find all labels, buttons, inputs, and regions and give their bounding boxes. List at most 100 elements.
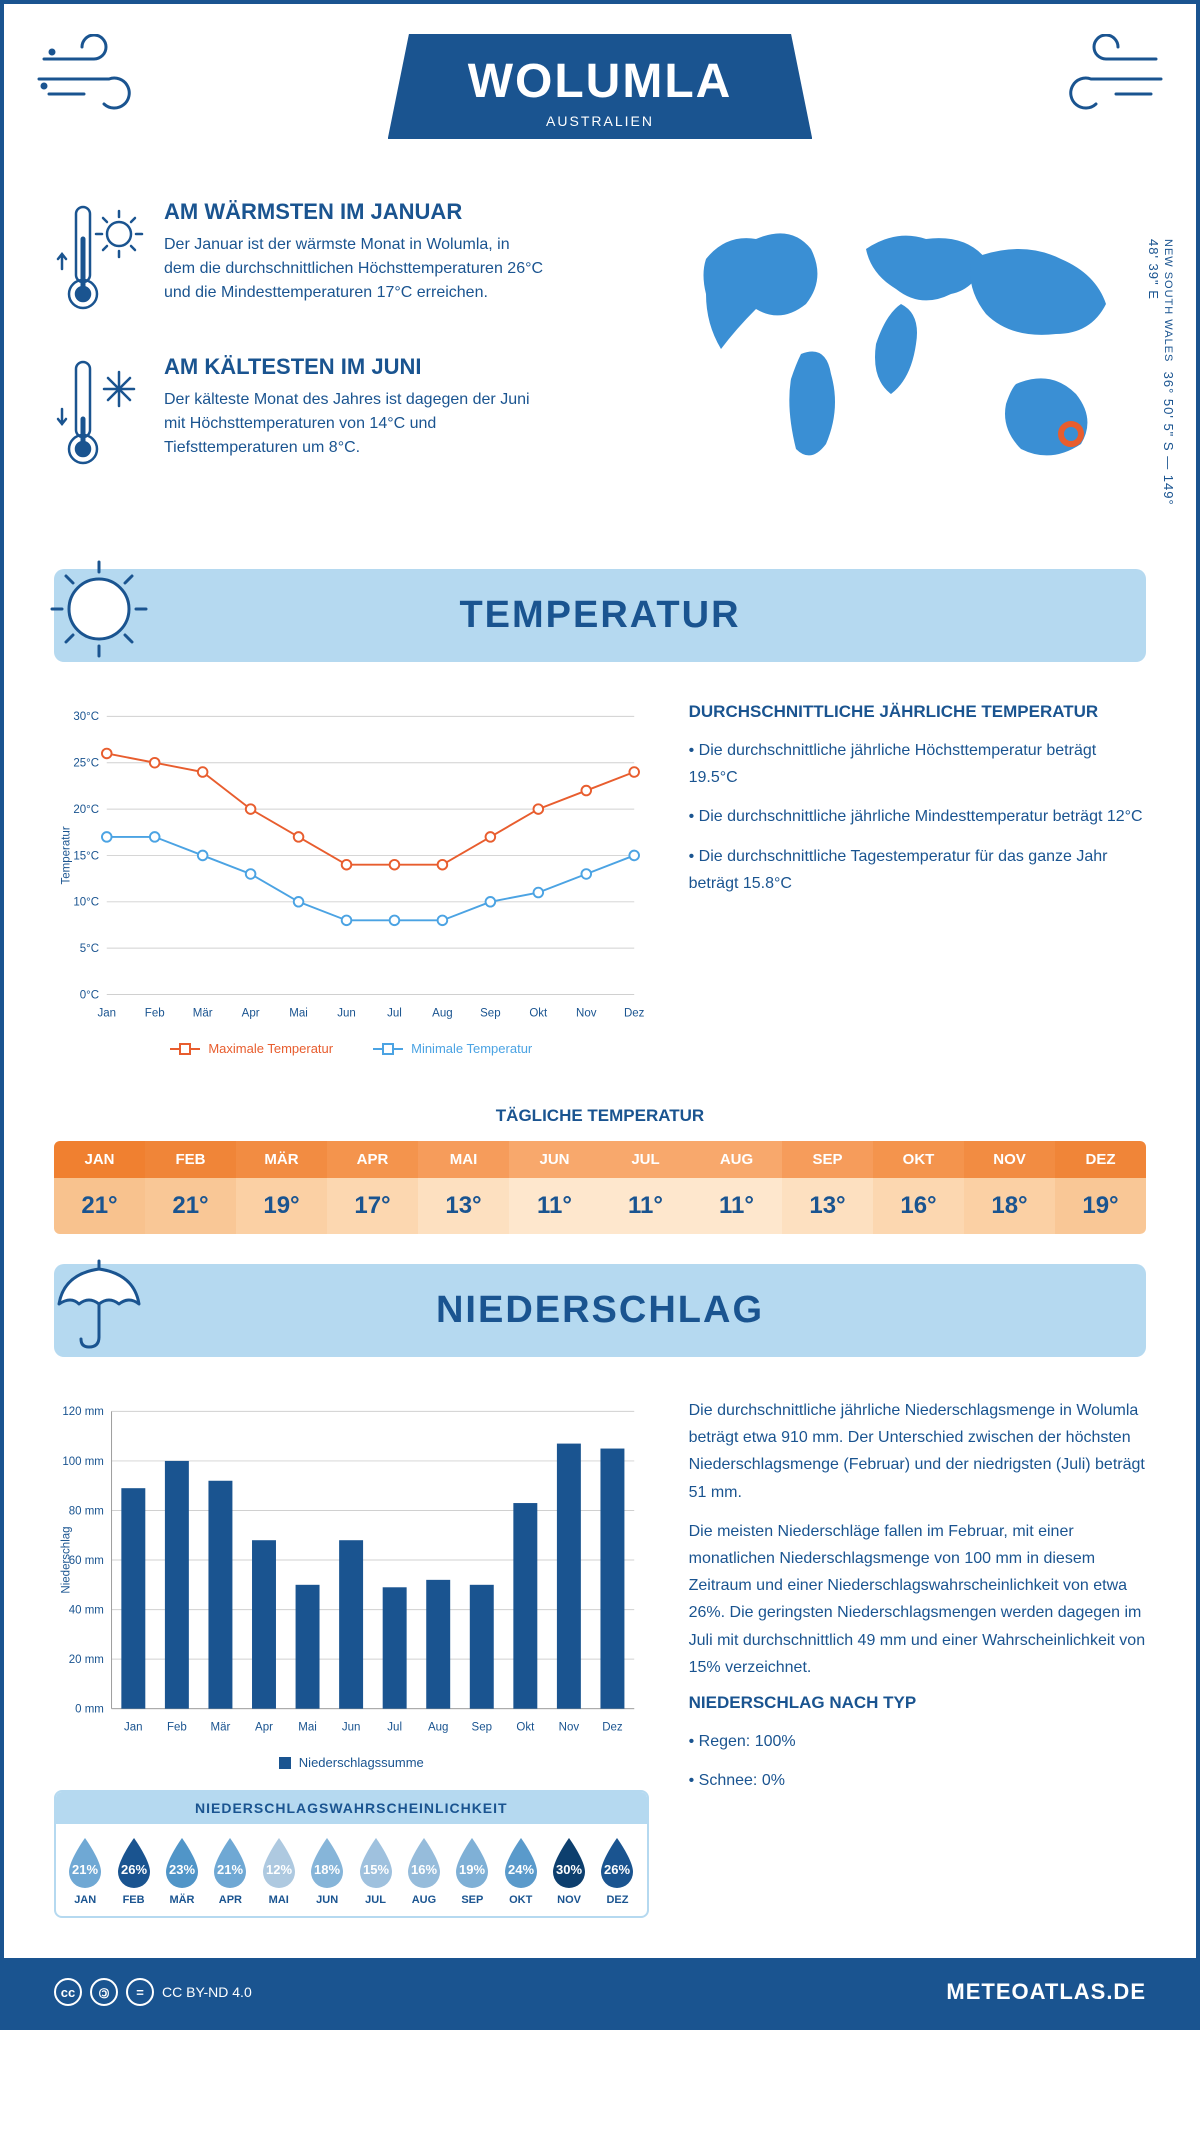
temp-col: AUG11° bbox=[691, 1141, 782, 1234]
drop-col: 21%APR bbox=[206, 1834, 254, 1906]
svg-text:21%: 21% bbox=[217, 1862, 243, 1877]
svg-text:24%: 24% bbox=[508, 1862, 534, 1877]
umbrella-icon bbox=[44, 1249, 154, 1359]
svg-text:30°C: 30°C bbox=[73, 711, 99, 723]
site-name: METEOATLAS.DE bbox=[946, 1979, 1146, 2005]
warmest-title: AM WÄRMSTEN IM JANUAR bbox=[164, 199, 544, 225]
temp-col: DEZ19° bbox=[1055, 1141, 1146, 1234]
temp-col: JUN11° bbox=[509, 1141, 600, 1234]
thermometer-cold-icon bbox=[54, 354, 144, 474]
svg-text:Jan: Jan bbox=[124, 1722, 143, 1734]
svg-text:Jul: Jul bbox=[387, 1008, 402, 1020]
drop-col: 24%OKT bbox=[497, 1834, 545, 1906]
drop-col: 30%NOV bbox=[545, 1834, 593, 1906]
drop-col: 12%MAI bbox=[255, 1834, 303, 1906]
svg-text:Mär: Mär bbox=[193, 1008, 213, 1020]
wind-icon bbox=[34, 34, 154, 114]
section-header-precipitation: NIEDERSCHLAG bbox=[54, 1264, 1146, 1357]
svg-text:10°C: 10°C bbox=[73, 897, 99, 909]
svg-text:Aug: Aug bbox=[432, 1008, 452, 1020]
svg-text:20 mm: 20 mm bbox=[69, 1654, 104, 1666]
svg-text:21%: 21% bbox=[72, 1862, 98, 1877]
svg-text:60 mm: 60 mm bbox=[69, 1555, 104, 1567]
svg-text:Aug: Aug bbox=[428, 1722, 448, 1734]
svg-text:0 mm: 0 mm bbox=[75, 1704, 104, 1716]
drop-col: 23%MÄR bbox=[158, 1834, 206, 1906]
temp-col: SEP13° bbox=[782, 1141, 873, 1234]
title-banner: WOLUMLA AUSTRALIEN bbox=[388, 34, 813, 139]
precip-probability-table: NIEDERSCHLAGSWAHRSCHEINLICHKEIT 21%JAN26… bbox=[54, 1790, 649, 1918]
drop-col: 19%SEP bbox=[448, 1834, 496, 1906]
svg-text:Mai: Mai bbox=[289, 1008, 308, 1020]
precipitation-bar-chart: 0 mm20 mm40 mm60 mm80 mm100 mm120 mmJanF… bbox=[54, 1397, 649, 1742]
svg-text:Dez: Dez bbox=[624, 1008, 645, 1020]
svg-text:18%: 18% bbox=[314, 1862, 340, 1877]
annual-temp-title: DURCHSCHNITTLICHE JÄHRLICHE TEMPERATUR bbox=[689, 702, 1146, 722]
precip-chart-legend: Niederschlagssumme bbox=[54, 1755, 649, 1770]
svg-text:100 mm: 100 mm bbox=[62, 1456, 104, 1468]
nd-icon: = bbox=[126, 1978, 154, 2006]
svg-text:20°C: 20°C bbox=[73, 804, 99, 816]
license: cc 🄯 = CC BY-ND 4.0 bbox=[54, 1978, 252, 2006]
temp-col: MÄR19° bbox=[236, 1141, 327, 1234]
svg-text:Sep: Sep bbox=[480, 1008, 500, 1020]
drop-col: 16%AUG bbox=[400, 1834, 448, 1906]
cc-icon: cc bbox=[54, 1978, 82, 2006]
svg-text:Feb: Feb bbox=[167, 1722, 187, 1734]
section-header-temperature: TEMPERATUR bbox=[54, 569, 1146, 662]
svg-text:Jun: Jun bbox=[342, 1722, 361, 1734]
svg-text:40 mm: 40 mm bbox=[69, 1604, 104, 1616]
page-subtitle: AUSTRALIEN bbox=[468, 113, 733, 129]
daily-temp-table: TÄGLICHE TEMPERATUR JAN21°FEB21°MÄR19°AP… bbox=[54, 1106, 1146, 1234]
coldest-block: AM KÄLTESTEN IM JUNI Der kälteste Monat … bbox=[54, 354, 626, 479]
svg-text:16%: 16% bbox=[411, 1862, 437, 1877]
sun-icon bbox=[44, 554, 154, 664]
temp-col: OKT16° bbox=[873, 1141, 964, 1234]
svg-text:15%: 15% bbox=[363, 1862, 389, 1877]
svg-text:5°C: 5°C bbox=[80, 943, 99, 955]
svg-text:80 mm: 80 mm bbox=[69, 1505, 104, 1517]
svg-text:Sep: Sep bbox=[472, 1722, 492, 1734]
coldest-text: Der kälteste Monat des Jahres ist dagege… bbox=[164, 388, 544, 460]
drop-col: 15%JUL bbox=[351, 1834, 399, 1906]
page-title: WOLUMLA bbox=[468, 54, 733, 109]
svg-text:Mär: Mär bbox=[211, 1722, 231, 1734]
footer: cc 🄯 = CC BY-ND 4.0 METEOATLAS.DE bbox=[4, 1958, 1196, 2026]
temp-col: APR17° bbox=[327, 1141, 418, 1234]
drop-col: 18%JUN bbox=[303, 1834, 351, 1906]
svg-text:Dez: Dez bbox=[602, 1722, 623, 1734]
drop-col: 21%JAN bbox=[61, 1834, 109, 1906]
drop-col: 26%DEZ bbox=[593, 1834, 641, 1906]
by-icon: 🄯 bbox=[90, 1978, 118, 2006]
svg-text:Mai: Mai bbox=[298, 1722, 317, 1734]
page-frame: WOLUMLA AUSTRALIEN AM WÄR bbox=[0, 0, 1200, 2030]
svg-text:Nov: Nov bbox=[559, 1722, 580, 1734]
precip-bytype-title: NIEDERSCHLAG NACH TYP bbox=[689, 1693, 1146, 1713]
intro-row: AM WÄRMSTEN IM JANUAR Der Januar ist der… bbox=[4, 159, 1196, 549]
warmest-block: AM WÄRMSTEN IM JANUAR Der Januar ist der… bbox=[54, 199, 626, 324]
svg-text:23%: 23% bbox=[169, 1862, 195, 1877]
temperature-line-chart: 0°C5°C10°C15°C20°C25°C30°CJanFebMärAprMa… bbox=[54, 702, 649, 1028]
svg-text:Apr: Apr bbox=[255, 1722, 273, 1734]
svg-text:Apr: Apr bbox=[242, 1008, 260, 1020]
svg-text:Jan: Jan bbox=[97, 1008, 116, 1020]
svg-text:Okt: Okt bbox=[529, 1008, 548, 1020]
section-title: TEMPERATUR bbox=[84, 594, 1116, 637]
svg-text:26%: 26% bbox=[121, 1862, 147, 1877]
thermometer-hot-icon bbox=[54, 199, 144, 319]
svg-text:19%: 19% bbox=[459, 1862, 485, 1877]
temp-col: MAI13° bbox=[418, 1141, 509, 1234]
svg-text:15°C: 15°C bbox=[73, 850, 99, 862]
svg-text:25°C: 25°C bbox=[73, 758, 99, 770]
coldest-title: AM KÄLTESTEN IM JUNI bbox=[164, 354, 544, 380]
drop-col: 26%FEB bbox=[109, 1834, 157, 1906]
temp-col: JAN21° bbox=[54, 1141, 145, 1234]
svg-text:30%: 30% bbox=[556, 1862, 582, 1877]
section-title: NIEDERSCHLAG bbox=[84, 1289, 1116, 1332]
world-map: NEW SOUTH WALES 36° 50' 5" S — 149° 48' … bbox=[666, 199, 1146, 509]
svg-text:Okt: Okt bbox=[516, 1722, 535, 1734]
temp-chart-legend: Maximale Temperatur Minimale Temperatur bbox=[54, 1041, 649, 1056]
svg-text:Temperatur: Temperatur bbox=[60, 826, 72, 884]
svg-text:Feb: Feb bbox=[145, 1008, 165, 1020]
svg-text:Niederschlag: Niederschlag bbox=[60, 1527, 72, 1594]
